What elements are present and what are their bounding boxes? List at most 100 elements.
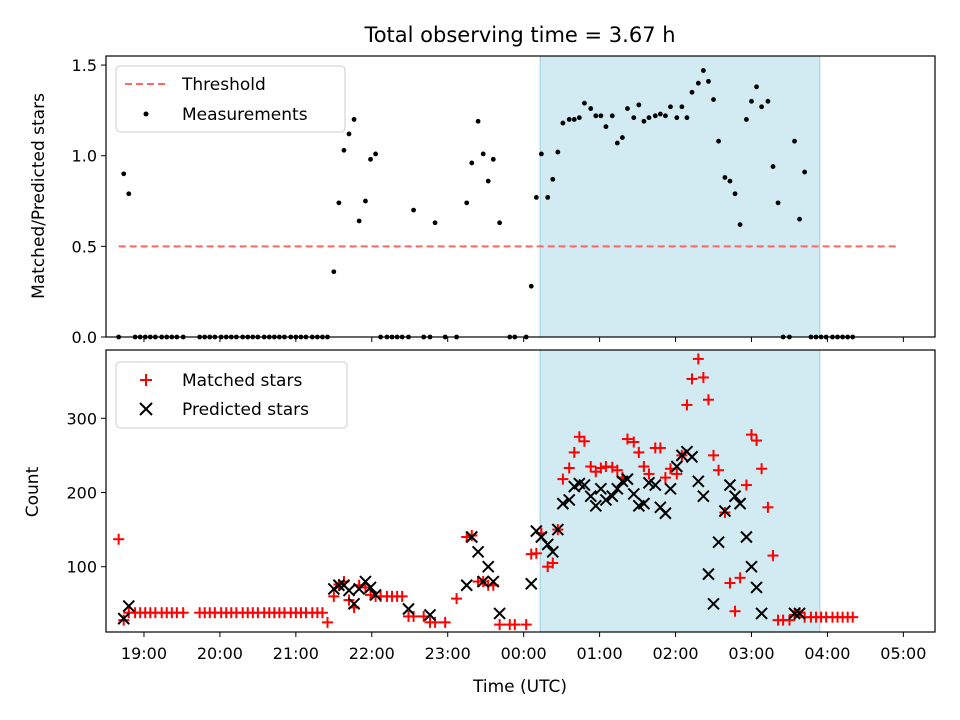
matched-star-point	[671, 468, 683, 480]
matched-star-point	[530, 547, 542, 559]
top-legend-box	[115, 65, 346, 133]
predicted-star-cross-b	[692, 475, 705, 488]
predicted-star-point	[728, 489, 742, 503]
predicted-star-cross-b	[659, 507, 672, 520]
predicted-star-cross-b	[788, 607, 801, 620]
matched-star-point	[643, 468, 655, 480]
predicted-star-cross-b	[460, 579, 473, 592]
predicted-star-cross-b	[589, 499, 603, 513]
measurement-point	[363, 198, 368, 204]
predicted-star-point	[637, 497, 651, 510]
measurement-point	[576, 115, 582, 121]
measurement-point	[711, 97, 716, 102]
measurement-point	[373, 151, 378, 157]
matched-star-point	[547, 557, 559, 569]
predicted-star-point	[551, 523, 565, 536]
predicted-star-cross-b	[573, 477, 586, 490]
predicted-star-point	[692, 475, 705, 488]
matched-star-point	[585, 461, 597, 473]
predicted-star-point	[476, 575, 490, 588]
predicted-star-cross-b	[718, 504, 732, 518]
measurement-point	[571, 117, 577, 122]
measurement-point	[475, 118, 481, 124]
predicted-star-cross-b	[332, 579, 346, 592]
top-x-ticks	[143, 337, 904, 342]
measurement-point	[545, 195, 551, 200]
matched-star-point	[767, 550, 779, 562]
predicted-star-point	[584, 489, 597, 503]
x-tick-label: 00:00	[501, 644, 547, 663]
measurement-point	[480, 151, 486, 157]
predicted-star-point	[546, 545, 559, 559]
measurement-point	[497, 220, 503, 226]
bottom-y-ticks: 100 200 300	[66, 409, 106, 577]
predicted-star-cross-b	[487, 575, 500, 588]
x-tick-label: 04:00	[804, 644, 850, 663]
measurement-point	[609, 113, 615, 119]
matched-star-point	[740, 479, 752, 491]
predicted-star-cross-b	[664, 482, 677, 495]
predicted-star-cross-b	[611, 482, 624, 495]
bottom-legend: Matched stars Predicted stars	[115, 361, 348, 429]
top-y-tick-label: 0.5	[72, 237, 97, 256]
predicted-star-cross-b	[546, 545, 559, 559]
predicted-star-cross-b	[369, 588, 382, 602]
matched-star-point	[628, 436, 640, 448]
measurement-point	[555, 149, 561, 155]
matched-star-point	[177, 607, 189, 619]
measurement-point	[744, 117, 749, 122]
measurement-point	[722, 175, 728, 180]
matched-star-point	[451, 593, 463, 605]
matched-star-point	[783, 614, 795, 626]
predicted-star-point	[685, 450, 699, 464]
predicted-star-cross-b	[723, 478, 737, 492]
predicted-star-cross-b	[697, 489, 710, 503]
x-tick-label: 19:00	[121, 644, 167, 663]
bottom-x-ticks: 19:00 20:00 21:00 22:00 23:00 00:00 01:00 02:00…	[121, 632, 926, 663]
measurement-point	[716, 138, 721, 144]
predicted-star-cross-b	[594, 482, 608, 495]
predicted-star-cross-b	[606, 489, 619, 503]
x-tick-label: 23:00	[425, 644, 471, 663]
measurement-point	[356, 218, 362, 224]
predicted-star-cross-b	[556, 497, 570, 510]
predicted-star-point	[712, 535, 725, 549]
chart-title: Total observing time = 3.67 h	[363, 23, 675, 47]
predicted-star-cross-b	[535, 530, 548, 544]
predicted-star-point	[402, 602, 415, 616]
predicted-star-cross-b	[423, 608, 437, 622]
predicted-star-point	[487, 575, 500, 588]
ratio-panel: Total observing time = 3.67 h Matched/Pr…	[29, 23, 936, 347]
predicted-star-point	[541, 538, 554, 551]
measurement-point	[646, 115, 652, 121]
predicted-star-point	[493, 607, 506, 620]
x-tick-label: 02:00	[652, 644, 698, 663]
measurement-point	[582, 100, 587, 106]
observing-window-shade-top	[539, 55, 821, 338]
predicted-star-cross-b	[493, 607, 506, 620]
top-y-tick-label: 1.0	[72, 147, 97, 166]
predicted-star-point	[556, 497, 570, 510]
predicted-star-cross-b	[685, 450, 699, 464]
top-plot-frame	[105, 55, 936, 338]
measurement-point	[593, 113, 599, 119]
predicted-star-point	[589, 499, 603, 513]
predicted-star-point	[755, 607, 768, 620]
predicted-star-point	[740, 530, 753, 544]
matched-star-point	[557, 473, 569, 485]
measurement-point	[636, 102, 642, 108]
measurement-point	[485, 178, 491, 184]
measurement-point	[695, 80, 701, 86]
observing-window-span	[539, 349, 821, 633]
matched-star-point	[316, 607, 328, 619]
matched-star-point	[113, 533, 125, 545]
predicted-star-point	[718, 504, 732, 518]
predicted-star-cross-b	[627, 487, 640, 501]
matched-star-point	[439, 616, 451, 628]
predicted-star-point	[723, 478, 737, 492]
matched-star-point	[578, 435, 590, 447]
top-y-axis-label: Matched/Predicted stars	[29, 93, 49, 299]
measurement-point	[792, 138, 797, 144]
observing-window-span	[539, 55, 821, 338]
